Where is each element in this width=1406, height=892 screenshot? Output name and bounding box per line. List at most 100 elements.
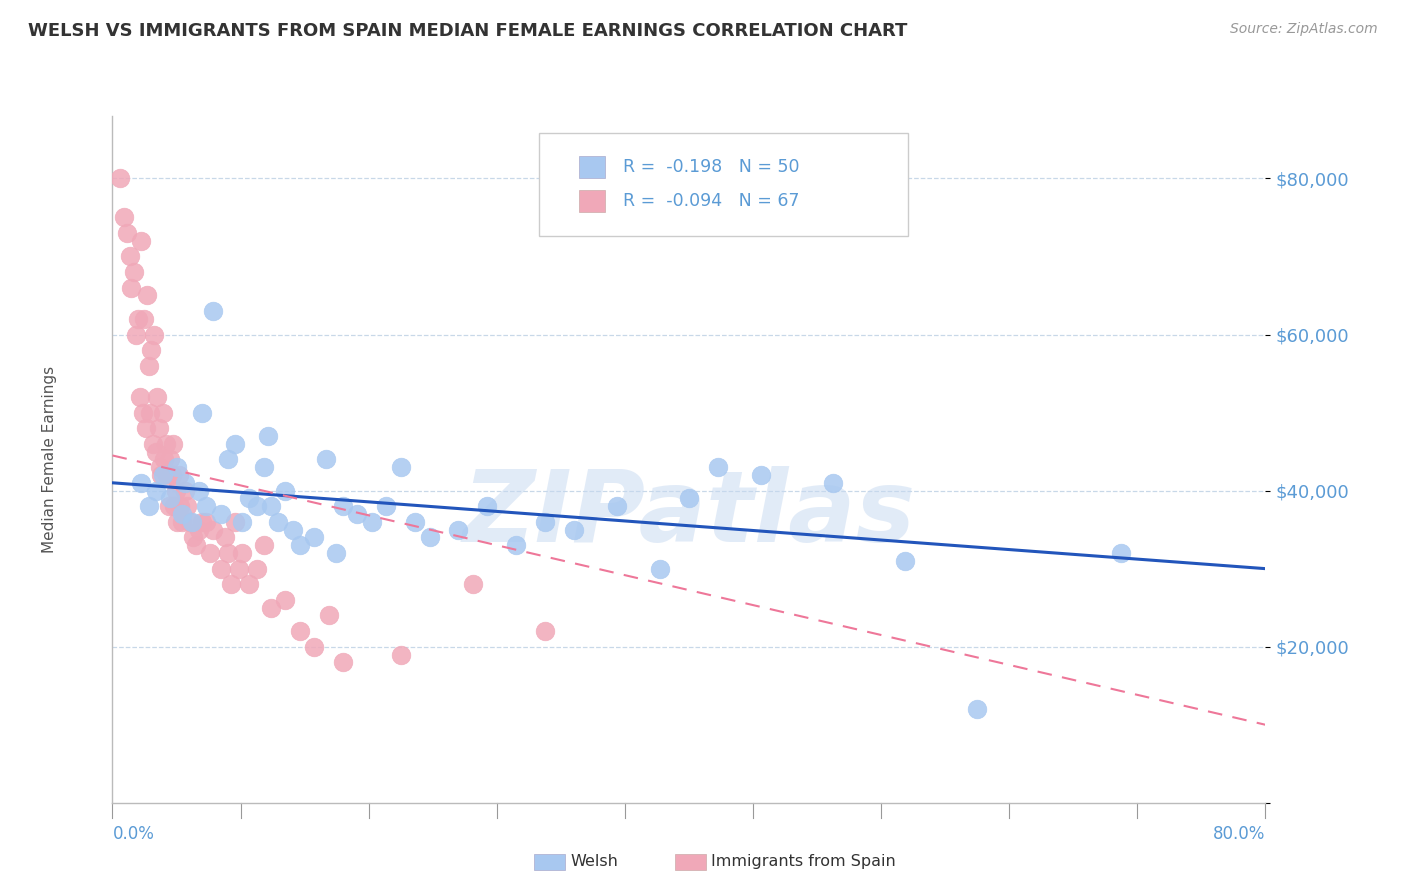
Point [170, 515, 193, 529]
Point [346, 507, 368, 521]
Point [202, 304, 225, 318]
Point [148, 421, 170, 435]
Point [115, 226, 138, 240]
Point [749, 468, 772, 483]
Point [245, 562, 267, 576]
Point [267, 515, 290, 529]
Point [228, 562, 250, 576]
Point [195, 515, 218, 529]
Point [304, 640, 326, 654]
Point [214, 530, 236, 544]
Point [170, 507, 193, 521]
Point [145, 444, 167, 458]
Point [165, 483, 187, 498]
Point [200, 546, 222, 560]
Point [167, 468, 190, 483]
Point [152, 406, 174, 420]
Point [304, 530, 326, 544]
Point [108, 171, 131, 186]
Text: Welsh: Welsh [571, 855, 619, 869]
Point [163, 500, 186, 514]
Point [184, 538, 207, 552]
Point [160, 468, 183, 483]
Point [136, 288, 159, 302]
Point [138, 359, 160, 373]
Point [419, 530, 441, 544]
Point [166, 515, 188, 529]
Point [209, 507, 232, 521]
Point [678, 491, 700, 506]
Point [112, 211, 135, 225]
Point [188, 483, 211, 498]
Text: R =  -0.094   N = 67: R = -0.094 N = 67 [623, 192, 799, 211]
Point [157, 500, 180, 514]
Point [894, 554, 917, 568]
Point [152, 468, 174, 483]
Point [155, 437, 177, 451]
Point [606, 500, 628, 514]
Point [360, 515, 382, 529]
Text: 0.0%: 0.0% [112, 825, 155, 843]
Point [219, 577, 242, 591]
Text: Source: ZipAtlas.com: Source: ZipAtlas.com [1230, 22, 1378, 37]
Point [150, 468, 173, 483]
Point [124, 327, 146, 342]
Point [238, 491, 260, 506]
Point [257, 429, 280, 443]
Point [156, 468, 179, 483]
Text: ZIPatlas: ZIPatlas [463, 466, 915, 563]
Point [134, 312, 156, 326]
Point [141, 343, 163, 358]
Point [191, 406, 214, 420]
Point [209, 562, 232, 576]
Point [159, 452, 181, 467]
Point [966, 702, 988, 716]
Point [145, 483, 167, 498]
Text: 80.0%: 80.0% [1213, 825, 1265, 843]
Point [146, 390, 169, 404]
Point [238, 577, 260, 591]
Point [461, 577, 484, 591]
Point [475, 500, 498, 514]
Point [224, 437, 246, 451]
Point [253, 538, 276, 552]
Point [179, 515, 201, 529]
Text: Immigrants from Spain: Immigrants from Spain [711, 855, 896, 869]
Point [149, 460, 172, 475]
Point [195, 500, 218, 514]
Point [143, 327, 166, 342]
Point [1111, 546, 1133, 560]
Point [217, 546, 239, 560]
Point [173, 483, 195, 498]
Point [176, 500, 198, 514]
Point [281, 523, 304, 537]
Point [122, 265, 145, 279]
Point [325, 546, 347, 560]
Point [274, 593, 297, 607]
Point [505, 538, 527, 552]
Bar [579, 190, 605, 212]
Point [389, 460, 412, 475]
Point [224, 515, 246, 529]
Point [562, 523, 585, 537]
Point [129, 234, 153, 248]
Point [706, 460, 728, 475]
Point [118, 250, 141, 264]
Point [159, 491, 181, 506]
Point [274, 483, 297, 498]
Point [191, 515, 214, 529]
Point [180, 515, 202, 529]
Point [142, 437, 165, 451]
Point [245, 500, 267, 514]
Point [202, 523, 225, 537]
Point [173, 475, 195, 490]
Point [128, 390, 150, 404]
Point [533, 624, 555, 639]
Point [260, 600, 283, 615]
Point [127, 312, 149, 326]
Point [253, 460, 276, 475]
Point [139, 406, 162, 420]
Point [181, 530, 204, 544]
Point [231, 515, 253, 529]
Point [120, 281, 142, 295]
